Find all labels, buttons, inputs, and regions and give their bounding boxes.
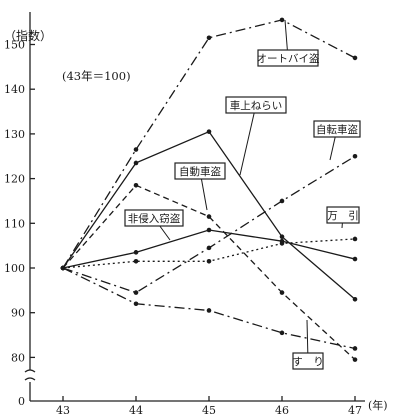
- label-box: [174, 162, 226, 180]
- series-name: 自転車盗: [316, 123, 358, 136]
- data-point: [352, 357, 358, 362]
- data-point: [352, 296, 358, 302]
- y-tick-label: 120: [4, 173, 25, 186]
- series-group: [60, 17, 358, 362]
- series-name: す り: [292, 356, 324, 368]
- series-line: [62, 19, 356, 269]
- series-name: 自動車盗: [179, 165, 221, 178]
- data-point: [352, 153, 358, 159]
- data-point: [352, 346, 358, 351]
- series-label-2: 車上ねらい: [225, 96, 287, 176]
- data-point: [133, 258, 139, 264]
- data-point: [352, 256, 358, 262]
- base-year-note: (43年＝100): [62, 69, 131, 83]
- label-box: [313, 120, 361, 138]
- label-box: [292, 352, 324, 370]
- series-line: [62, 238, 356, 269]
- data-point: [133, 183, 139, 188]
- x-tick-label: 45: [202, 404, 216, 417]
- label-box: [257, 49, 319, 67]
- label-box: [326, 206, 360, 224]
- leader-line: [239, 104, 257, 176]
- label-box: [124, 209, 184, 227]
- data-point: [352, 236, 358, 242]
- series-label-1: オートバイ盗: [257, 19, 320, 67]
- y-tick-label: 100: [4, 262, 25, 275]
- series-label-5: 非侵入窃盗: [124, 209, 184, 241]
- data-point: [206, 214, 212, 219]
- series-name: 車上ねらい: [230, 99, 283, 112]
- y-tick-label: 90: [11, 307, 25, 320]
- data-point: [206, 308, 212, 313]
- data-point: [60, 265, 66, 271]
- data-point: [279, 198, 285, 204]
- data-point: [279, 330, 285, 336]
- data-point: [206, 227, 212, 233]
- axis-break-mark: [24, 369, 36, 381]
- data-point: [133, 250, 139, 255]
- data-point: [352, 55, 358, 61]
- label-box: [225, 96, 287, 114]
- data-point: [206, 35, 212, 41]
- data-point: [133, 160, 139, 166]
- y-tick-label: 140: [4, 83, 25, 96]
- data-point: [279, 241, 285, 246]
- data-point: [206, 129, 212, 134]
- data-point: [133, 290, 139, 295]
- data-point: [279, 17, 285, 23]
- series-7: [60, 265, 358, 351]
- y-tick-label: 110: [4, 217, 25, 230]
- x-tick-label: 47: [348, 404, 362, 417]
- x-tick-label: 43: [56, 404, 70, 417]
- axes: 80 90 100 110 120 130 140 150 0 43 44 45 46 47: [4, 12, 365, 417]
- series-label-3: 自転車盗: [313, 120, 361, 161]
- y-tick-label-zero: 0: [18, 395, 25, 408]
- y-tick-label: 150: [4, 39, 25, 52]
- series-6: [60, 236, 358, 271]
- series-name: 非侵入窃盗: [128, 212, 181, 225]
- series-line: [62, 184, 356, 361]
- x-tick-label: 46: [275, 404, 289, 417]
- data-point: [206, 258, 212, 264]
- y-axis-label: （指数）: [4, 28, 52, 43]
- series-name: 万 引: [327, 209, 359, 222]
- series-1: [60, 17, 358, 271]
- data-point: [279, 290, 285, 295]
- series-label-4: 自動車盗: [174, 162, 226, 211]
- series-4: [60, 183, 358, 362]
- series-label-6: 万 引: [326, 206, 360, 229]
- y-tick-label: 130: [4, 128, 25, 141]
- series-label-7: す り: [292, 319, 324, 370]
- data-point: [133, 301, 139, 307]
- x-tick-label: 44: [129, 404, 143, 417]
- data-point: [206, 245, 212, 251]
- data-point: [133, 147, 139, 152]
- x-axis-unit: (年): [368, 398, 388, 412]
- series-name: オートバイ盗: [257, 52, 320, 65]
- data-point: [279, 234, 285, 240]
- y-tick-label: 80: [11, 351, 25, 364]
